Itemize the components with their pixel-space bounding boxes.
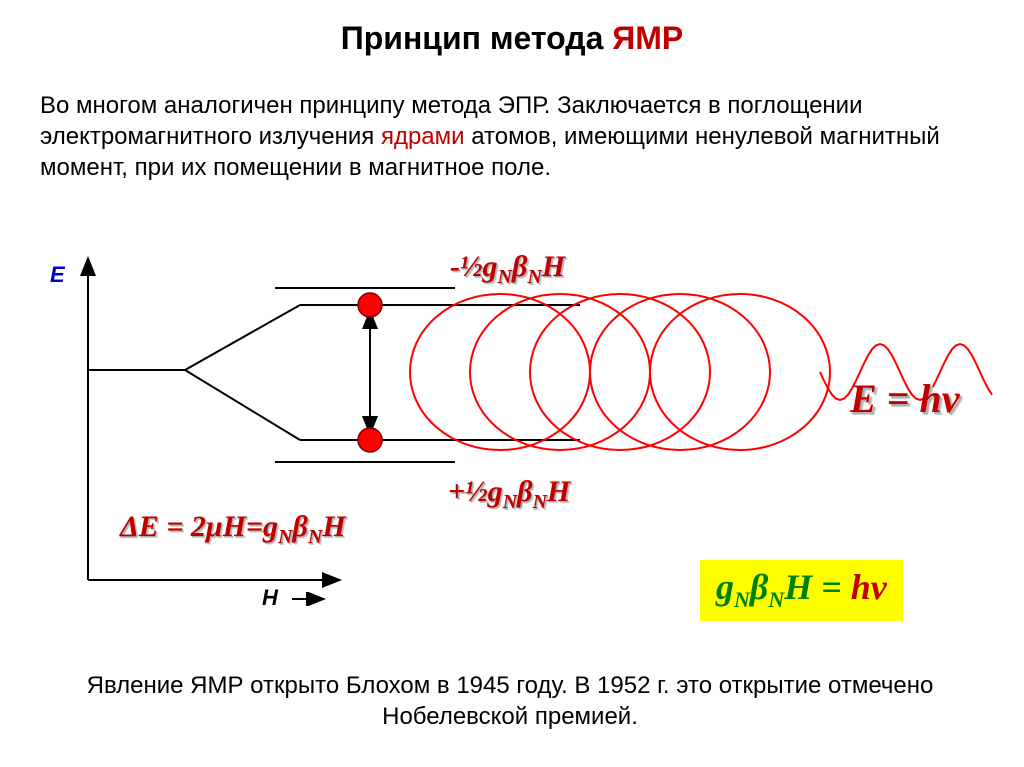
box-sub1: N	[734, 587, 750, 612]
box-rhs: hν	[851, 567, 887, 607]
title-prefix: Принцип метода	[341, 20, 613, 56]
box-H-eq: H =	[784, 567, 851, 607]
de-prefix: ΔE = 2μH=g	[120, 510, 278, 543]
footer-text: Явление ЯМР открыто Блохом в 1945 году. …	[80, 670, 940, 732]
uf-sub2: N	[527, 266, 541, 288]
de-sub1: N	[278, 526, 292, 548]
intro-highlight: ядрами	[381, 123, 465, 150]
uf-sub1: N	[498, 266, 512, 288]
lf-suffix: H	[547, 475, 570, 508]
de-suffix: H	[322, 510, 345, 543]
uf-suffix: H	[542, 250, 565, 283]
uf-prefix: -½g	[450, 250, 498, 283]
lf-sub1: N	[503, 491, 517, 513]
upper-energy-formula: -½gNβNH	[450, 250, 565, 289]
delta-e-formula: ΔE = 2μH=gNβNH	[120, 510, 346, 549]
h-arrow-icon	[290, 592, 330, 606]
lf-sub2: N	[532, 491, 546, 513]
de-sub2: N	[308, 526, 322, 548]
axis-h-letter: H	[262, 585, 278, 610]
page-title: Принцип метода ЯМР	[0, 20, 1024, 57]
lf-prefix: +½g	[448, 475, 503, 508]
lf-mid: β	[517, 475, 532, 508]
box-beta: β	[750, 567, 768, 607]
de-mid: β	[292, 510, 307, 543]
title-acronym: ЯМР	[612, 20, 683, 56]
axis-e-label: E	[50, 262, 65, 288]
resonance-condition-box: gNβNH = hν	[700, 560, 903, 621]
box-sub2: N	[768, 587, 784, 612]
photon-energy-formula: E = hν	[850, 375, 959, 422]
uf-mid: β	[512, 250, 527, 283]
box-g: g	[716, 567, 734, 607]
lower-energy-formula: +½gNβNH	[448, 475, 570, 514]
intro-text: Во многом аналогичен принципу метода ЭПР…	[40, 90, 980, 184]
axis-h-label: H	[262, 585, 330, 611]
